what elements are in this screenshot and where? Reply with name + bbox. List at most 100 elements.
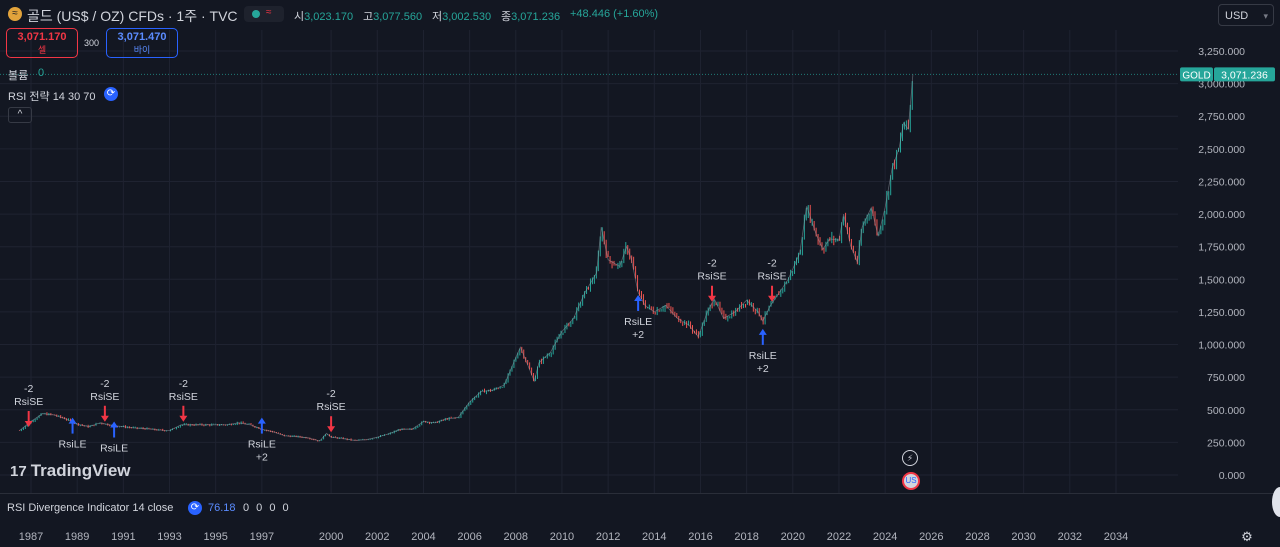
buy-signal: RsiLE [59,417,87,451]
volume-legend-value: 0 [38,67,45,79]
strategy-loading-icon: ⟳ [104,87,118,101]
buy-signal: RsiLE+2 [749,328,777,375]
arrow-down-icon [100,415,109,422]
sell-label: 셀 [37,45,47,55]
ohlc-high: 고3,077.560 [363,8,422,24]
ohlc-change-value: +48.446 (+1.60%) [570,8,659,20]
arrow-up-icon [634,294,643,301]
signal-label: RsiLE [100,443,128,455]
signal-label: RsiSE [697,271,726,283]
arrow-down-icon [327,426,336,433]
x-tick-label: 1987 [19,531,43,543]
x-tick-label: 1995 [203,531,227,543]
chart-grid [0,30,1178,493]
sell-signal: RsiSE-2 [317,388,346,433]
signal-label: RsiLE [624,316,652,328]
ohlc-low-value: 3,002.530 [442,11,492,23]
ohlc-change: +48.446 (+1.60%) [570,8,658,20]
chart-last-price-tag: GOLD 3,071.236 [0,67,1275,82]
signal-quantity: -2 [326,388,335,400]
chevron-down-icon: ▾ [1263,11,1268,21]
symbol-tag-text: GOLD [1182,70,1210,81]
currency-value: USD [1225,10,1249,22]
sell-button[interactable]: 3,071.170 셀 [6,28,78,58]
ohlc-low-label: 저 [432,11,443,23]
time-axis: 1987 1989 1991 1993 1995 1997 2000 2002 2004 2006… [19,531,1128,543]
chart-price-line [19,74,914,442]
data-delay-icon: ≈ [266,7,272,18]
x-tick-label: 1997 [250,531,274,543]
market-status-pill[interactable] [244,6,284,22]
y-tick-label: 1,000.000 [1198,340,1245,352]
x-tick-label: 2008 [504,531,528,543]
y-tick-label: 500.000 [1207,405,1245,417]
currency-select[interactable]: USD ▾ [1218,4,1274,26]
arrow-down-icon [708,295,717,302]
ohlc-close: 종3,071.236 [501,8,560,24]
tradingview-logo-text: TradingView [30,461,131,480]
signal-label: RsiSE [169,391,198,403]
signal-quantity: +2 [632,329,644,341]
strategy-legend-label[interactable]: RSI 전략 14 30 70 [8,91,96,103]
arrow-up-icon [257,417,266,424]
x-tick-label: 2022 [827,531,851,543]
y-tick-label: 750.000 [1207,372,1245,384]
ohlc-open: 시3,023.170 [294,8,353,24]
settings-gear-icon[interactable]: ⚙ [1241,529,1253,544]
arrow-down-icon [768,295,777,302]
x-tick-label: 2000 [319,531,343,543]
price-series-line [19,74,914,442]
buy-signal: RsiLE+2 [624,294,652,341]
spread-value: 300 [84,38,100,48]
lightning-icon[interactable]: ⚡ [902,450,918,466]
tradingview-mark-icon: 17 [10,463,27,480]
volume-legend-label[interactable]: 볼륨 [8,70,29,82]
x-tick-label: 2018 [734,531,758,543]
signal-label: RsiSE [757,271,786,283]
x-tick-label: 2014 [642,531,666,543]
ohlc-close-label: 종 [501,11,512,23]
y-tick-label: 0.000 [1219,470,1245,482]
indicator-loading-icon: ⟳ [188,501,202,515]
x-tick-label: 2006 [457,531,481,543]
price-axis: 0.000 250.000 500.000 750.000 1,000.000 1,250… [1198,46,1245,482]
economic-event-flag-icon[interactable]: US [902,472,920,490]
x-tick-label: 2002 [365,531,389,543]
symbol-title[interactable]: 골드 (US$ / OZ) CFDs · 1주 · TVC [27,8,238,24]
y-tick-label: 3,250.000 [1198,46,1245,58]
y-tick-label: 1,750.000 [1198,242,1245,254]
tradingview-logo: 17 TradingView [10,461,131,481]
x-tick-label: 2024 [873,531,897,543]
signal-quantity: -2 [179,378,188,390]
arrow-up-icon [758,328,767,335]
y-tick-label: 1,250.000 [1198,307,1245,319]
collapse-legend-button[interactable]: ^ [8,107,32,123]
y-tick-label: 1,500.000 [1198,274,1245,286]
signal-quantity: -2 [24,383,33,395]
arrow-up-icon [110,421,119,428]
x-tick-label: 2010 [550,531,574,543]
indicator-legend-label[interactable]: RSI Divergence Indicator 14 close [7,502,174,514]
ohlc-open-label: 시 [294,11,305,23]
ohlc-high-label: 고 [363,11,374,23]
sell-signal: RsiSE-2 [169,378,198,422]
signal-quantity: +2 [757,363,769,375]
scroll-handle[interactable] [1272,487,1280,517]
buy-price: 3,071.470 [117,31,167,43]
x-tick-label: 1993 [157,531,181,543]
y-tick-label: 2,000.000 [1198,209,1245,221]
buy-signal: RsiLE+2 [248,417,276,464]
ohlc-low: 저3,002.530 [432,8,491,24]
signal-label: RsiLE [59,439,87,451]
x-tick-label: 2012 [596,531,620,543]
indicator-value: 76.18 [208,502,236,514]
y-tick-label: 2,500.000 [1198,144,1245,156]
arrow-down-icon [179,415,188,422]
market-open-dot-icon [252,10,260,18]
signal-quantity: -2 [707,258,716,270]
x-tick-label: 2026 [919,531,943,543]
arrow-down-icon [24,420,33,427]
signal-quantity: +2 [256,452,268,464]
buy-button[interactable]: 3,071.470 바이 [106,28,178,58]
